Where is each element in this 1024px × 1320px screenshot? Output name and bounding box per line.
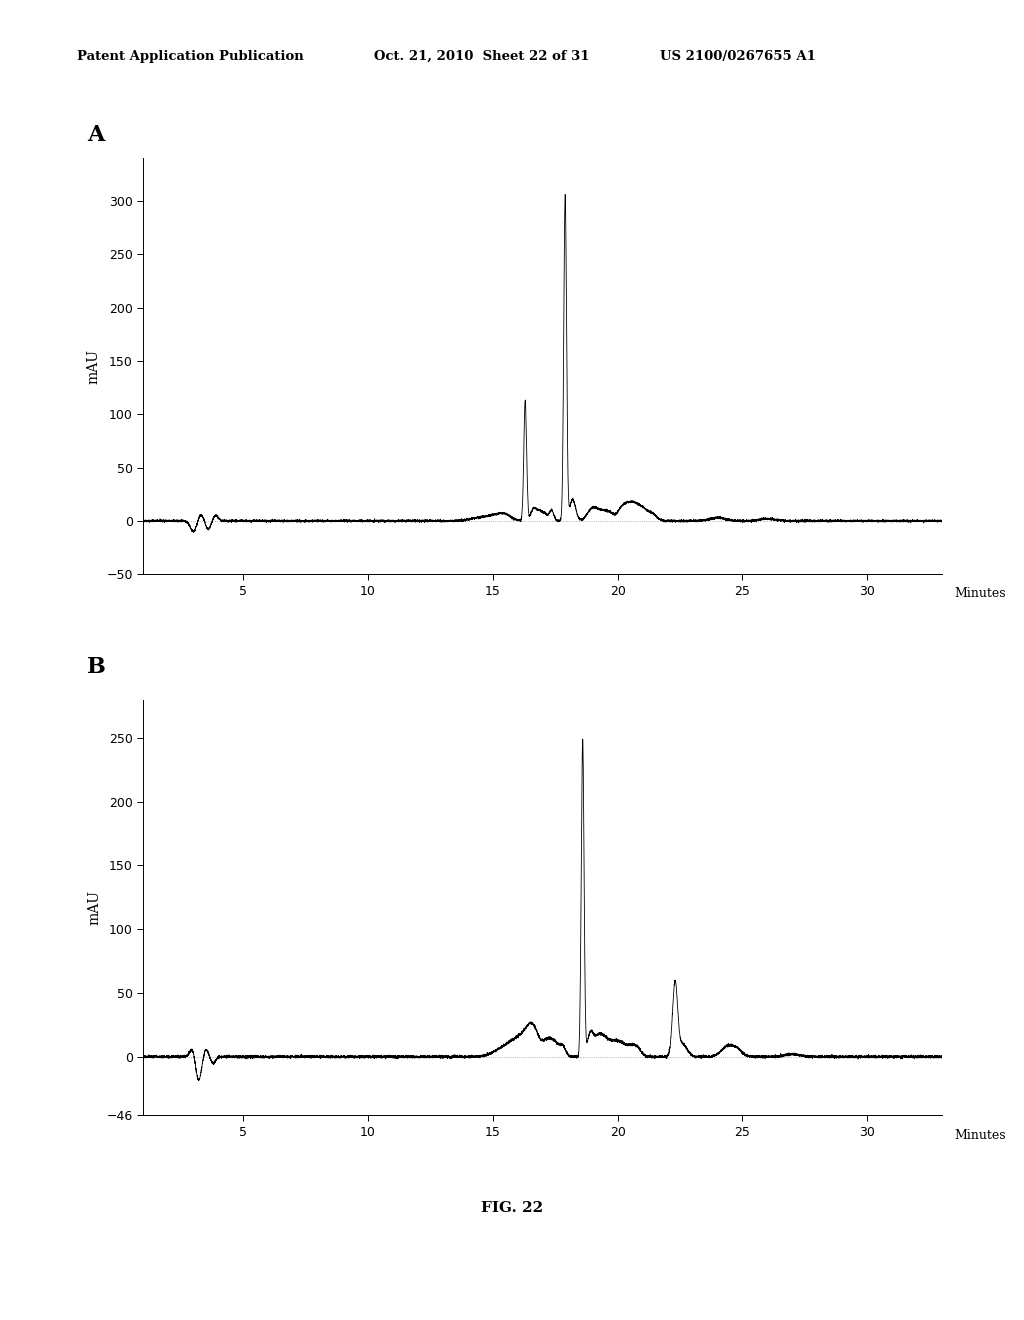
Text: FIG. 22: FIG. 22 xyxy=(481,1201,543,1214)
Text: Minutes: Minutes xyxy=(954,587,1007,601)
Text: Patent Application Publication: Patent Application Publication xyxy=(77,50,303,63)
Text: Oct. 21, 2010  Sheet 22 of 31: Oct. 21, 2010 Sheet 22 of 31 xyxy=(374,50,589,63)
Y-axis label: mAU: mAU xyxy=(87,348,101,384)
Y-axis label: mAU: mAU xyxy=(87,890,101,925)
Text: A: A xyxy=(87,124,104,147)
Text: B: B xyxy=(87,656,105,678)
Text: Minutes: Minutes xyxy=(954,1130,1007,1142)
Text: US 2100/0267655 A1: US 2100/0267655 A1 xyxy=(660,50,816,63)
